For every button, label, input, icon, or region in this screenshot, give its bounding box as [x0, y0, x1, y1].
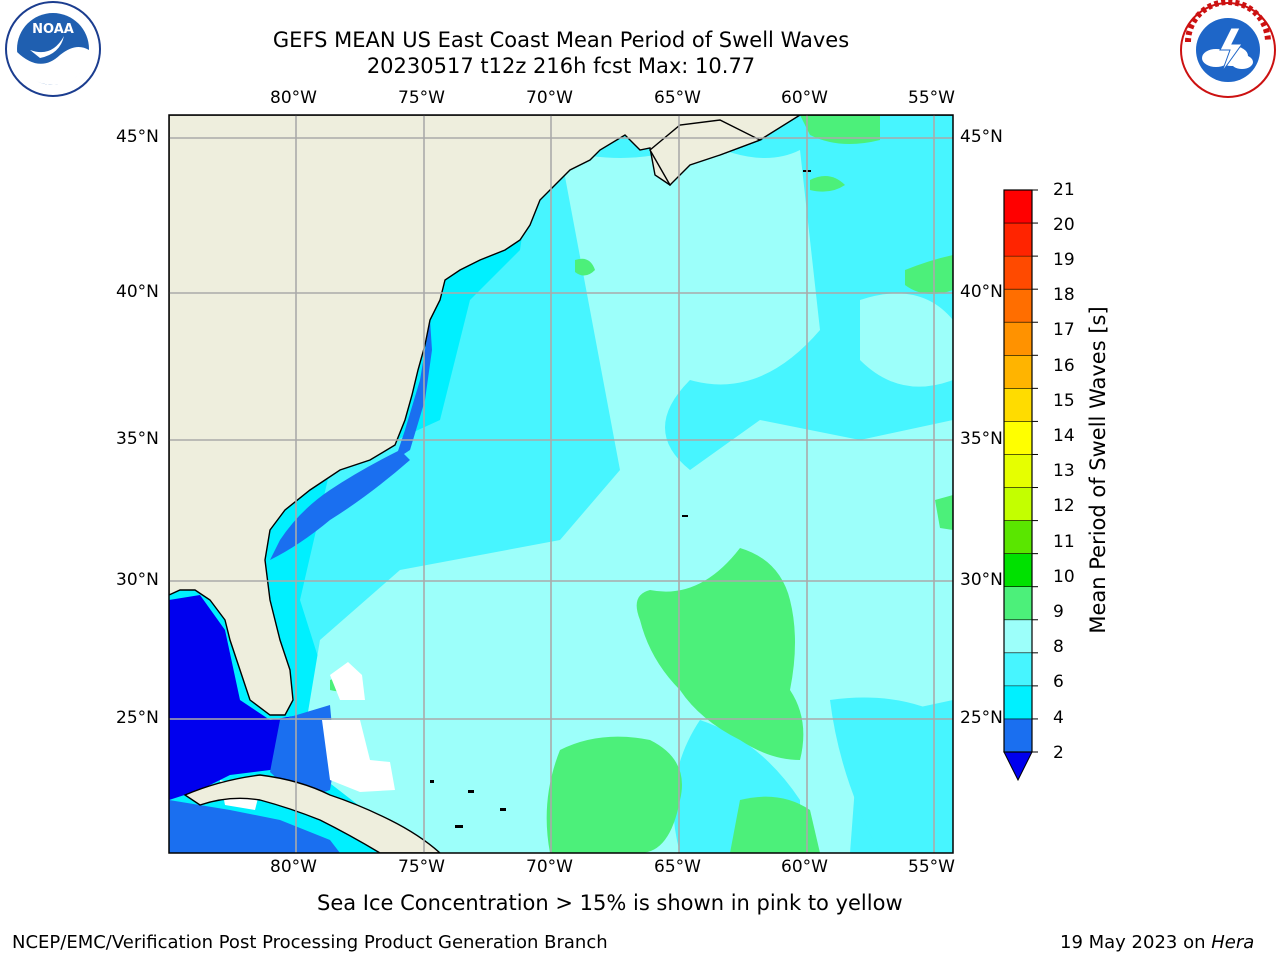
colorbar-swatch	[1004, 421, 1032, 455]
lon-label-top: 55°W	[908, 88, 955, 108]
lon-label-top: 70°W	[526, 88, 573, 108]
colorbar-swatch	[1004, 223, 1032, 257]
lon-label-top: 75°W	[398, 88, 445, 108]
lon-label-top: 80°W	[270, 88, 317, 108]
colorbar-swatch	[1004, 520, 1032, 555]
colorbar-tick: 20	[1053, 215, 1075, 235]
green-region-south	[546, 736, 682, 853]
colorbar-tick: 9	[1053, 602, 1064, 622]
lat-label-right: 35°N	[960, 429, 1003, 449]
lon-label-bottom: 65°W	[654, 857, 701, 877]
missing-data-bahamas-2	[330, 662, 365, 700]
lon-label-bottom: 80°W	[270, 857, 317, 877]
caribbean-blue	[169, 800, 340, 853]
lat-label-left: 30°N	[116, 570, 159, 590]
lon-label-bottom: 55°W	[908, 857, 955, 877]
missing-data-bahamas-1	[322, 720, 395, 792]
colorbar-swatch	[1004, 388, 1032, 422]
colorbar-swatch	[1004, 718, 1032, 753]
green-region-southeast	[730, 796, 820, 853]
map-plot-area	[169, 115, 953, 853]
noaa-logo: NOAA	[5, 1, 101, 97]
green-patch-3	[575, 258, 595, 276]
lat-label-right: 25°N	[960, 708, 1003, 728]
map-subtitle: 20230517 t12z 216h fcst Max: 10.77	[366, 54, 756, 78]
colorbar-tick: 13	[1053, 461, 1075, 481]
lon-label-bottom: 70°W	[526, 857, 573, 877]
colorbar-tick: 21	[1053, 180, 1075, 200]
colorbar-tick: 6	[1053, 672, 1064, 692]
land-cuba	[183, 774, 442, 853]
colorbar-tick: 16	[1053, 356, 1075, 376]
colorbar-tick: 18	[1053, 285, 1075, 305]
colorbar	[1003, 189, 1038, 782]
mid-cyan-patch	[830, 697, 953, 853]
colorbar-swatch	[1004, 487, 1032, 522]
footer-machine: Hera	[1211, 932, 1255, 953]
land-nova-scotia	[649, 119, 762, 187]
lon-label-bottom: 60°W	[781, 857, 828, 877]
light-cyan-east	[860, 293, 953, 387]
lat-label-left: 25°N	[116, 708, 159, 728]
land-north-america	[169, 115, 953, 716]
colorbar-swatch	[1004, 619, 1032, 654]
colorbar-title: Mean Period of Swell Waves [s]	[1086, 306, 1110, 634]
colorbar-swatch	[1004, 586, 1032, 621]
svg-text:NOAA: NOAA	[32, 22, 74, 37]
colorbar-swatch	[1004, 652, 1032, 687]
lat-label-right: 40°N	[960, 282, 1003, 302]
nws-logo	[1180, 0, 1276, 98]
colorbar-swatch	[1004, 355, 1032, 389]
light-cyan-north	[600, 222, 680, 267]
footer-credit: NCEP/EMC/Verification Post Processing Pr…	[12, 932, 608, 953]
colorbar-tick: 12	[1053, 496, 1075, 516]
straits-blue	[270, 705, 335, 800]
green-region-northeast	[800, 115, 880, 144]
colorbar-tick: 17	[1053, 320, 1075, 340]
green-patch-4	[935, 495, 953, 530]
colorbar-tick: 10	[1053, 567, 1075, 587]
footer-date: 19 May 2023 on Hera	[1060, 932, 1254, 953]
lat-label-left: 35°N	[116, 429, 159, 449]
map-frame	[168, 114, 954, 854]
lon-label-bottom: 75°W	[398, 857, 445, 877]
colorbar-swatch	[1004, 289, 1032, 323]
lon-label-top: 60°W	[781, 88, 828, 108]
colorbar-swatch	[1004, 256, 1032, 290]
lat-label-left: 40°N	[116, 282, 159, 302]
sea-ice-caption: Sea Ice Concentration > 15% is shown in …	[317, 891, 903, 915]
colorbar-swatch	[1004, 685, 1032, 720]
colorbar-swatch	[1004, 190, 1032, 224]
colorbar-tick: 15	[1053, 391, 1075, 411]
footer-date-text: 19 May 2023 on	[1060, 932, 1212, 953]
lat-label-right: 45°N	[960, 127, 1003, 147]
lat-label-right: 30°N	[960, 570, 1003, 590]
green-patch-1	[810, 176, 845, 192]
colorbar-tick: 8	[1053, 637, 1064, 657]
gridlines	[169, 115, 953, 853]
colorbar-tick: 14	[1053, 426, 1075, 446]
colorbar-under-triangle	[1003, 751, 1033, 782]
colorbar-swatch	[1004, 553, 1032, 588]
lat-label-left: 45°N	[116, 127, 159, 147]
green-patch-2	[905, 255, 953, 294]
colorbar-swatch	[1004, 322, 1032, 356]
map-title: GEFS MEAN US East Coast Mean Period of S…	[272, 28, 850, 52]
lon-label-top: 65°W	[654, 88, 701, 108]
blue-band-georgia	[270, 450, 410, 560]
colorbar-tick: 2	[1053, 743, 1064, 763]
colorbar-frame	[1003, 189, 1033, 753]
colorbar-swatch	[1004, 454, 1032, 489]
colorbar-tick: 19	[1053, 250, 1075, 270]
colorbar-tick: 4	[1053, 708, 1064, 728]
colorbar-tick: 11	[1053, 532, 1075, 552]
